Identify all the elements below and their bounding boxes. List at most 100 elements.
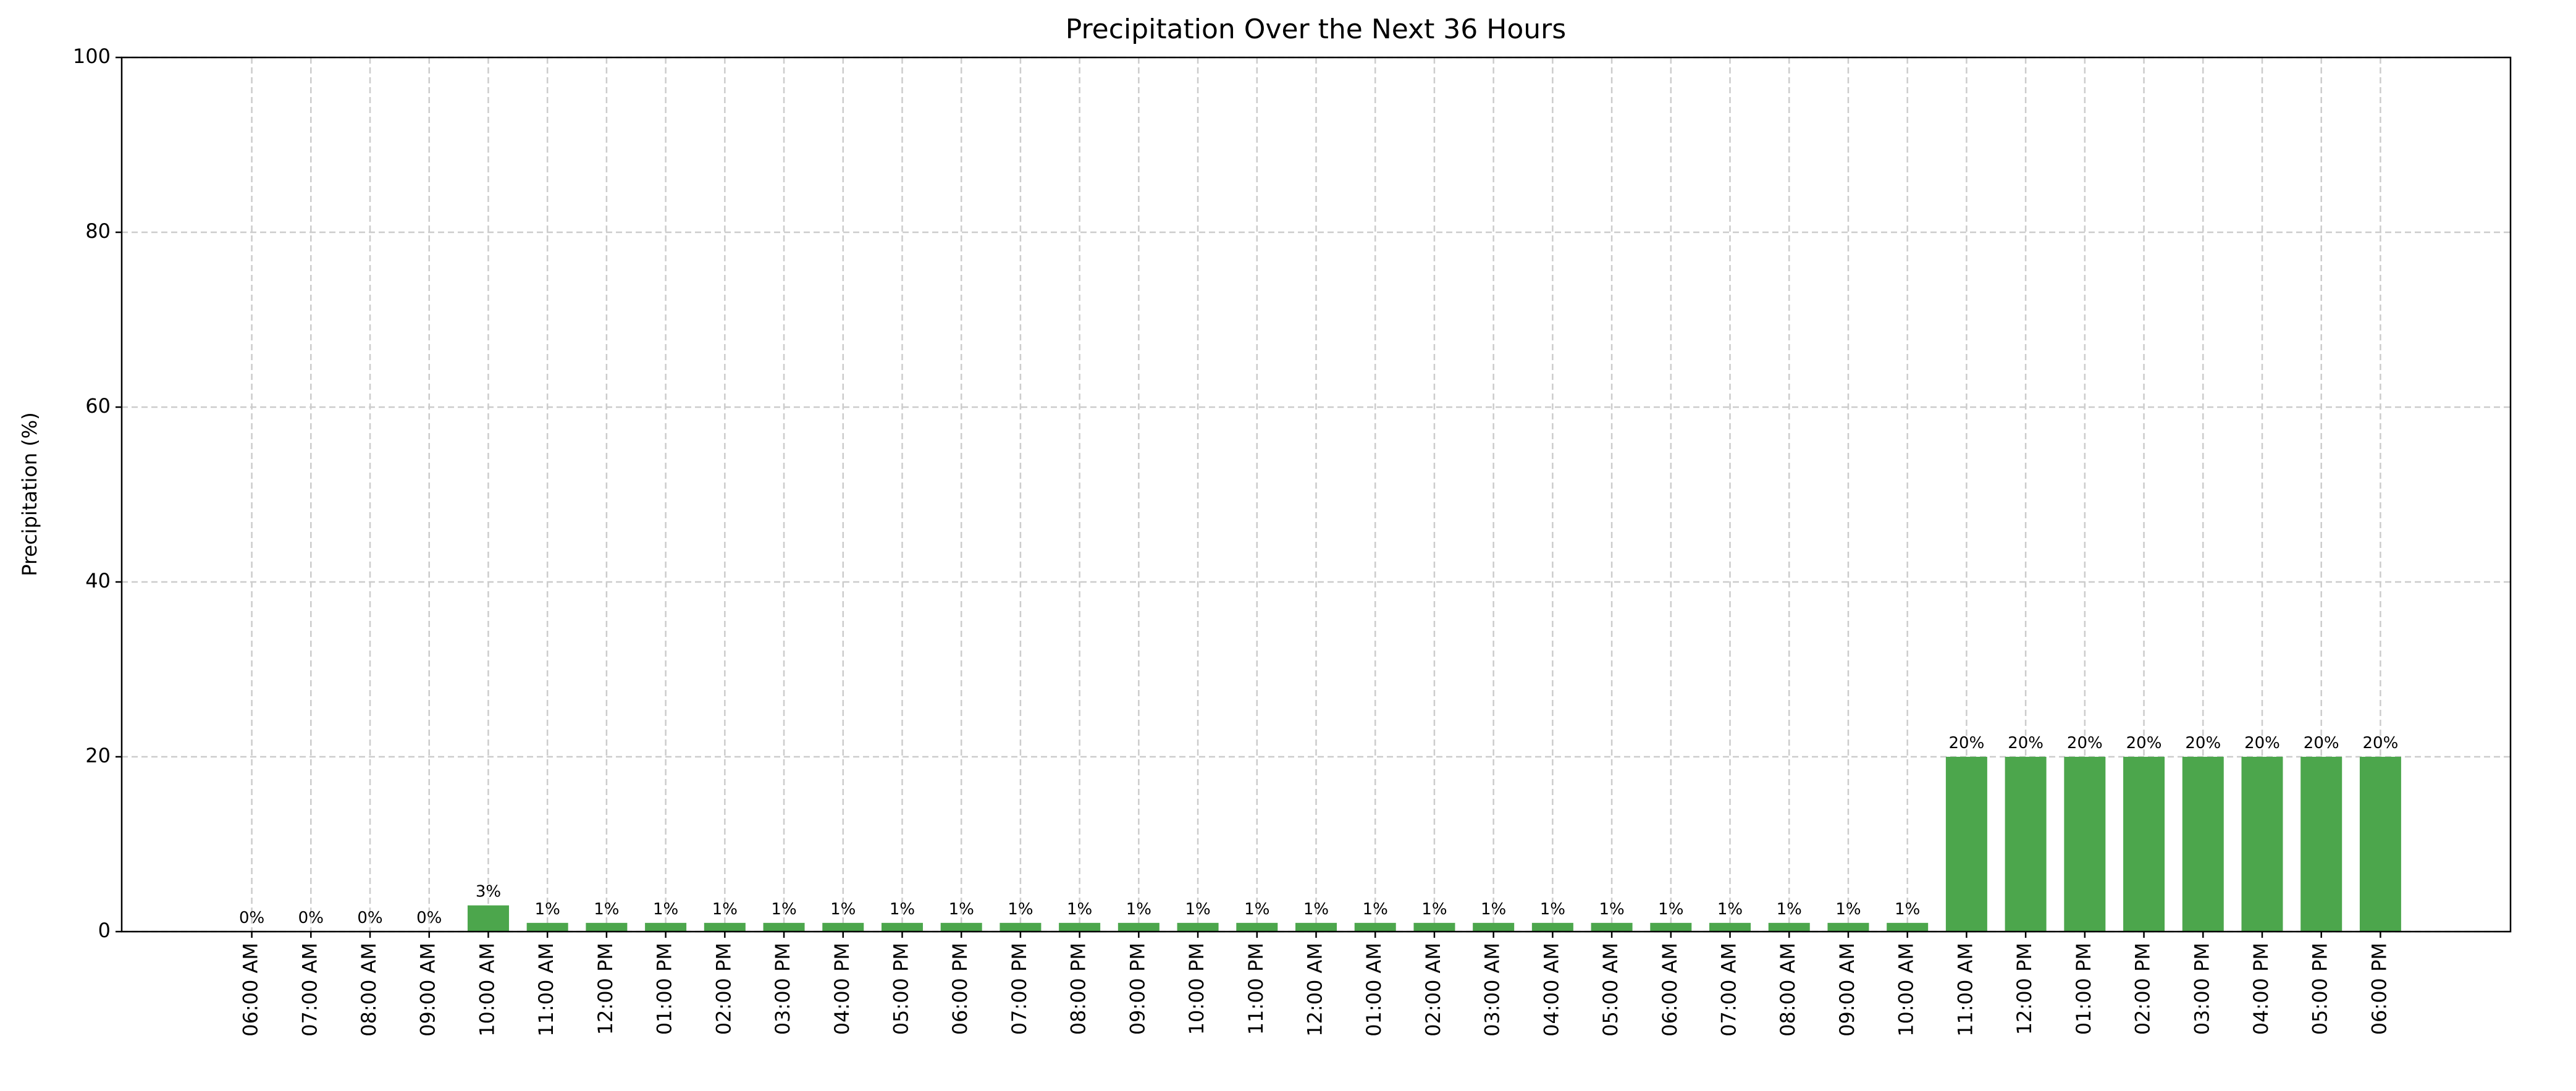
x-tick-label: 11:00 AM xyxy=(534,943,558,1037)
value-label: 1% xyxy=(1067,900,1092,919)
x-tick-label: 11:00 AM xyxy=(1953,943,1977,1037)
value-label: 0% xyxy=(298,909,324,927)
bar xyxy=(526,922,568,932)
value-label: 20% xyxy=(2304,734,2339,752)
bar xyxy=(1295,922,1337,932)
value-label: 1% xyxy=(1303,900,1329,919)
plot-frame xyxy=(120,56,2512,933)
y-tick-label: 40 xyxy=(85,569,111,592)
x-tick-label: 02:00 AM xyxy=(1421,943,1445,1037)
bar xyxy=(1177,922,1219,932)
y-tick-label: 60 xyxy=(85,394,111,418)
value-label: 20% xyxy=(2008,734,2044,752)
value-label: 1% xyxy=(1895,900,1920,919)
x-tick-label: 05:00 PM xyxy=(889,943,912,1035)
x-tick-label: 09:00 AM xyxy=(416,943,440,1037)
x-tick-label: 01:00 PM xyxy=(2072,943,2095,1035)
bar xyxy=(1354,922,1396,932)
bar xyxy=(645,922,687,932)
bar xyxy=(704,922,746,932)
x-tick-label: 07:00 PM xyxy=(1008,943,1031,1035)
x-tick-label: 01:00 AM xyxy=(1362,943,1386,1037)
y-tick-label: 0 xyxy=(98,919,111,942)
x-tick-label: 09:00 PM xyxy=(1126,943,1149,1035)
value-label: 1% xyxy=(890,900,915,919)
x-tick-label: 04:00 AM xyxy=(1539,943,1563,1037)
bar xyxy=(1473,922,1515,932)
x-tick-label: 04:00 PM xyxy=(2249,943,2273,1035)
bar xyxy=(1591,922,1633,932)
bar xyxy=(1000,922,1042,932)
x-tick-label: 05:00 AM xyxy=(1599,943,1622,1037)
bar xyxy=(2005,757,2047,932)
x-tick-label: 06:00 PM xyxy=(2367,943,2391,1035)
value-label: 20% xyxy=(1948,734,1984,752)
value-label: 1% xyxy=(1185,900,1210,919)
y-tick-label: 80 xyxy=(85,219,111,243)
bar xyxy=(1827,922,1869,932)
x-tick-label: 08:00 PM xyxy=(1067,943,1090,1035)
x-tick-label: 10:00 AM xyxy=(475,943,499,1037)
x-tick-label: 07:00 AM xyxy=(298,943,321,1037)
bar xyxy=(1709,922,1751,932)
bar xyxy=(940,922,982,932)
y-axis-label: Precipitation (%) xyxy=(18,412,41,576)
bar xyxy=(586,922,628,932)
bar xyxy=(1650,922,1692,932)
bar xyxy=(822,922,864,932)
value-label: 1% xyxy=(1421,900,1447,919)
x-tick-label: 10:00 PM xyxy=(1185,943,1208,1035)
x-tick-label: 02:00 PM xyxy=(712,943,735,1035)
x-tick-label: 03:00 PM xyxy=(2190,943,2213,1035)
y-tick-label: 100 xyxy=(73,44,111,68)
x-tick-label: 08:00 AM xyxy=(1776,943,1799,1037)
bar xyxy=(1768,922,1810,932)
value-label: 1% xyxy=(949,900,974,919)
value-label: 1% xyxy=(1717,900,1743,919)
x-tick-label: 03:00 AM xyxy=(1481,943,1504,1037)
value-label: 0% xyxy=(239,909,264,927)
value-label: 1% xyxy=(1835,900,1861,919)
x-tick-label: 12:00 PM xyxy=(594,943,617,1035)
value-label: 1% xyxy=(653,900,678,919)
x-tick-label: 04:00 PM xyxy=(830,943,854,1035)
value-label: 1% xyxy=(1658,900,1683,919)
value-label: 0% xyxy=(357,909,382,927)
x-tick-label: 02:00 PM xyxy=(2131,943,2155,1035)
value-label: 20% xyxy=(2126,734,2162,752)
x-tick-label: 08:00 AM xyxy=(357,943,381,1037)
x-tick-label: 11:00 PM xyxy=(1244,943,1268,1035)
value-label: 20% xyxy=(2244,734,2280,752)
value-label: 1% xyxy=(1244,900,1269,919)
value-label: 1% xyxy=(1008,900,1033,919)
bar xyxy=(2182,757,2224,932)
value-label: 1% xyxy=(771,900,796,919)
bar xyxy=(2359,757,2401,932)
value-label: 1% xyxy=(535,900,560,919)
value-label: 1% xyxy=(1481,900,1506,919)
bar xyxy=(763,922,805,932)
bar xyxy=(1887,922,1929,932)
value-label: 20% xyxy=(2185,734,2221,752)
value-label: 1% xyxy=(1126,900,1151,919)
x-tick-label: 06:00 AM xyxy=(1658,943,1682,1037)
value-label: 20% xyxy=(2067,734,2103,752)
x-tick-label: 12:00 AM xyxy=(1303,943,1327,1037)
bar xyxy=(1531,922,1573,932)
bar xyxy=(1413,922,1455,932)
y-tick-label: 20 xyxy=(85,744,111,767)
bar xyxy=(881,922,923,932)
bar xyxy=(467,905,509,932)
x-tick-label: 06:00 PM xyxy=(948,943,972,1035)
value-label: 0% xyxy=(416,909,442,927)
value-label: 1% xyxy=(1599,900,1624,919)
bar xyxy=(1059,922,1101,932)
bar xyxy=(2241,757,2283,932)
bar xyxy=(2300,757,2342,932)
x-tick-label: 09:00 AM xyxy=(1835,943,1859,1037)
value-label: 20% xyxy=(2363,734,2399,752)
x-tick-label: 07:00 AM xyxy=(1717,943,1741,1037)
x-tick-label: 12:00 PM xyxy=(2013,943,2036,1035)
bar xyxy=(2064,757,2106,932)
x-tick-label: 06:00 AM xyxy=(239,943,263,1037)
